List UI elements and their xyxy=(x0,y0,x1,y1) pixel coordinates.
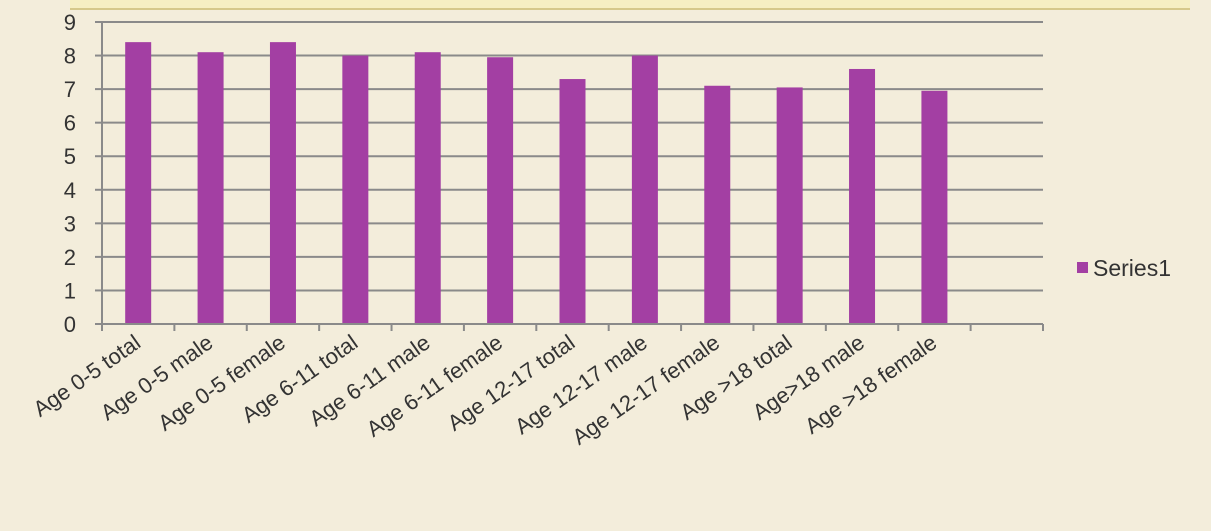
y-tick-label: 7 xyxy=(64,77,76,102)
y-tick-label: 1 xyxy=(64,278,76,303)
bar xyxy=(632,56,658,324)
bar xyxy=(777,87,803,324)
legend-swatch xyxy=(1077,262,1088,273)
bar xyxy=(849,69,875,324)
legend-label: Series1 xyxy=(1093,255,1171,281)
bar xyxy=(270,42,296,324)
bar xyxy=(342,56,368,324)
bar xyxy=(704,86,730,324)
y-tick-label: 2 xyxy=(64,245,76,270)
bar xyxy=(487,57,513,324)
legend: Series1 xyxy=(1077,255,1171,281)
x-tick-label: Age >18 female xyxy=(800,330,941,439)
y-tick-label: 9 xyxy=(64,10,76,35)
bars xyxy=(125,42,947,324)
bar xyxy=(198,52,224,324)
y-tick-label: 5 xyxy=(64,144,76,169)
bar xyxy=(921,91,947,324)
x-tick-label: Age 0-5 female xyxy=(153,330,290,436)
y-tick-labels: 0 1 2 3 4 5 6 7 8 9 xyxy=(64,10,76,337)
y-tick-label: 4 xyxy=(64,178,76,203)
bar xyxy=(560,79,586,324)
y-tick-label: 0 xyxy=(64,312,76,337)
y-tick-label: 8 xyxy=(64,44,76,69)
bar xyxy=(125,42,151,324)
y-tick-label: 3 xyxy=(64,211,76,236)
y-tick-label: 6 xyxy=(64,111,76,136)
bar xyxy=(415,52,441,324)
